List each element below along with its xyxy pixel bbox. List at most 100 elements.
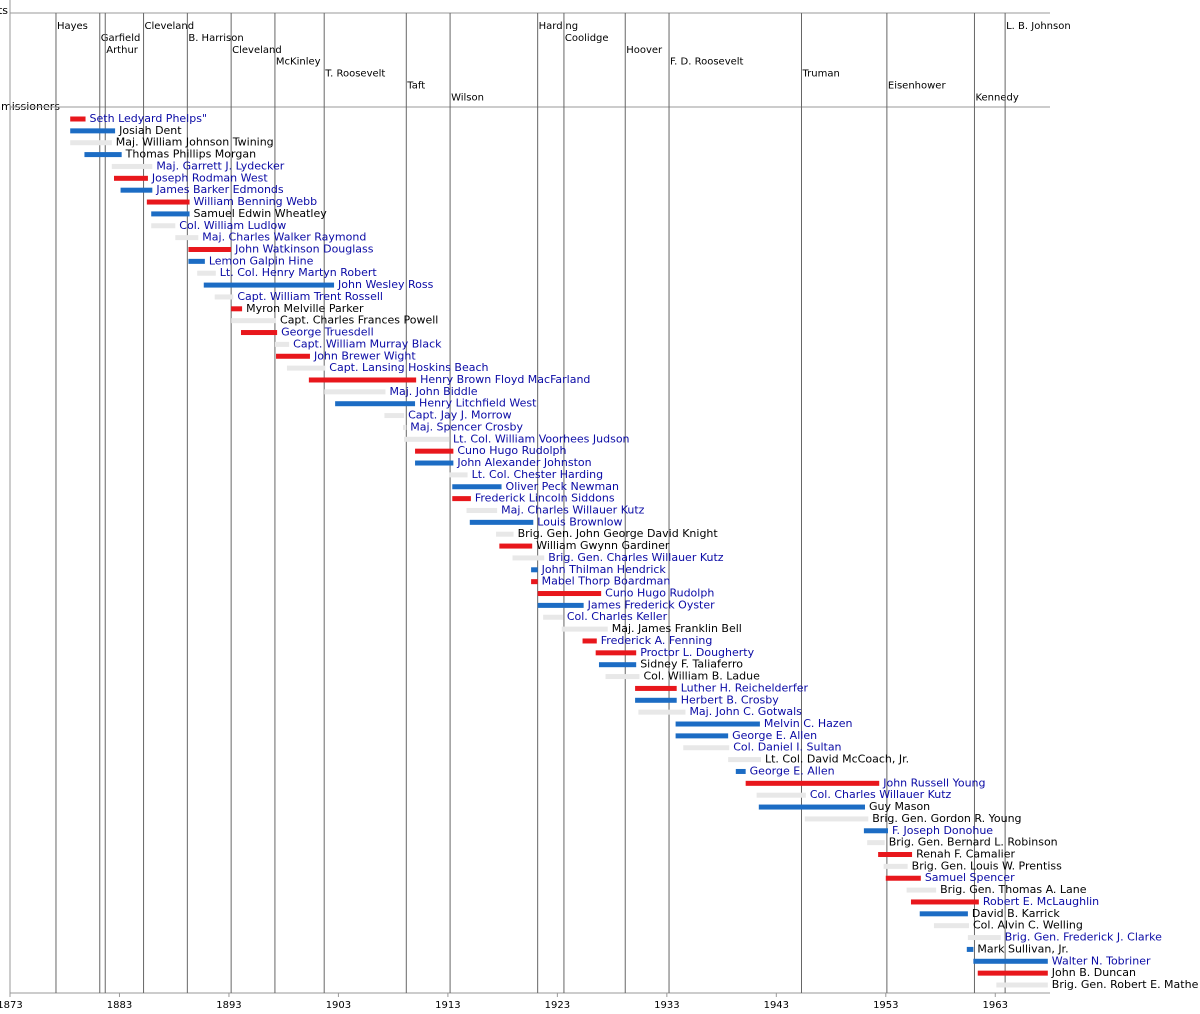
term-bar xyxy=(867,840,885,846)
term-bar xyxy=(966,946,974,952)
term-bar xyxy=(403,424,407,430)
commissioner-name: Sidney F. Taliaferro xyxy=(640,658,743,671)
term-bar xyxy=(151,223,176,229)
president-name: Kennedy xyxy=(975,92,1018,103)
term-bar xyxy=(499,543,533,549)
commissioner-name: Frederick Lincoln Siddons xyxy=(475,492,615,505)
commissioner-name: Col. Charles Willauer Kutz xyxy=(810,788,952,801)
term-bar xyxy=(84,152,122,158)
commissioner-name: Col. Alvin C. Welling xyxy=(973,919,1083,932)
term-bar xyxy=(878,852,913,858)
term-bar xyxy=(214,294,234,300)
commissioner-name: John B. Duncan xyxy=(1051,966,1136,979)
commissioner-name: Maj. James Franklin Bell xyxy=(612,622,742,635)
commissioner-name: Luther H. Reichelderfer xyxy=(681,681,809,694)
term-bar xyxy=(675,733,729,739)
commissioner-name: Maj. Spencer Crosby xyxy=(410,420,523,433)
x-tick-label: 1963 xyxy=(983,1000,1008,1011)
commissioner-name: George Truesdell xyxy=(281,326,374,339)
term-bar xyxy=(582,638,597,644)
term-bar xyxy=(635,685,677,691)
president-heading: Presidents xyxy=(0,4,8,17)
commissioner-name: John Alexander Johnston xyxy=(456,456,591,469)
commissioner-name: John Wesley Ross xyxy=(337,278,434,291)
commissioner-name: Cuno Hugo Rudolph xyxy=(457,444,566,457)
commissioner-name: Seth Ledyard Phelps" xyxy=(90,112,207,125)
commissioner-name: Mabel Thorp Boardman xyxy=(542,575,671,588)
president-name: Arthur xyxy=(106,45,139,56)
term-bar xyxy=(146,199,190,205)
commissioner-name: Capt. William Trent Rossell xyxy=(237,290,383,303)
president-name: B. Harrison xyxy=(188,33,243,44)
term-bar xyxy=(756,792,806,798)
commissioner-name: Capt. Jay J. Morrow xyxy=(408,409,512,422)
commissioner-name: Capt. William Murray Black xyxy=(293,337,442,350)
commissioner-name: Thomas Phillips Morgan xyxy=(125,148,256,161)
term-bar xyxy=(231,306,243,312)
commissioner-name: Lt. Col. William Voorhees Judson xyxy=(453,432,630,445)
commissioner-name: George E. Allen xyxy=(750,764,835,777)
commissioner-name: Henry Brown Floyd MacFarland xyxy=(420,373,590,386)
president-name: Harding xyxy=(539,21,578,32)
term-bar xyxy=(683,745,730,751)
term-bar xyxy=(531,567,538,573)
commissioner-name: Maj. John Biddle xyxy=(389,385,477,398)
commissioner-name: James Frederick Oyster xyxy=(587,598,715,611)
commissioner-name: Brig. Gen. Louis W. Prentiss xyxy=(912,859,1062,872)
term-bar xyxy=(598,662,637,668)
commissioner-name: Lt. Col. David McCoach, Jr. xyxy=(765,753,909,766)
term-bar xyxy=(175,235,199,241)
commissioner-name: Samuel Spencer xyxy=(925,871,1015,884)
president-name: F. D. Roosevelt xyxy=(670,57,744,68)
term-bar xyxy=(745,780,880,786)
term-bar xyxy=(276,353,310,359)
x-tick-label: 1913 xyxy=(435,1000,460,1011)
commissioner-name: Maj. Charles Walker Raymond xyxy=(202,231,366,244)
commissioner-name: Lt. Col. Henry Martyn Robert xyxy=(220,266,378,279)
commissioner-name: Brig. Gen. Robert E. Mathe xyxy=(1052,978,1199,991)
term-bar xyxy=(324,389,386,395)
president-name: L. B. Johnson xyxy=(1006,21,1071,32)
commissioner-name: Brig. Gen. Thomas A. Lane xyxy=(940,883,1087,896)
term-bar xyxy=(512,555,545,561)
president-name: Garfield xyxy=(101,33,141,44)
term-bar xyxy=(335,401,416,407)
term-bar xyxy=(728,757,761,763)
commissioner-name: Brig. Gen. Frederick J. Clarke xyxy=(1005,931,1162,944)
commissioner-name: George E. Allen xyxy=(732,729,817,742)
commissioner-name: Myron Melville Parker xyxy=(246,302,364,315)
term-bar xyxy=(967,935,1001,941)
president-name: Eisenhower xyxy=(888,81,947,92)
commissioner-name: Mark Sullivan, Jr. xyxy=(977,942,1068,955)
term-bar xyxy=(466,507,498,513)
term-bar xyxy=(919,911,968,917)
term-bar xyxy=(675,721,760,727)
term-bar xyxy=(496,531,514,537)
commissioner-name: Maj. William Johnson Twining xyxy=(116,136,274,149)
commissioner-name: Brig. Gen. Bernard L. Robinson xyxy=(889,836,1058,849)
commissioner-name: Melvin C. Hazen xyxy=(764,717,853,730)
commissioner-name: John Brewer Wight xyxy=(313,349,416,362)
commissioner-name: William Benning Webb xyxy=(194,195,318,208)
term-bar xyxy=(910,899,979,905)
commissioner-name: William Gwynn Gardiner xyxy=(536,539,670,552)
term-bar xyxy=(120,187,153,193)
commissioner-name: Capt. Lansing Hoskins Beach xyxy=(329,361,488,374)
term-bar xyxy=(415,448,454,454)
term-bar xyxy=(231,318,277,324)
x-tick-label: 1883 xyxy=(107,1000,132,1011)
term-bar xyxy=(758,804,865,810)
commissioner-name: Lemon Galpin Hine xyxy=(209,254,314,267)
term-bar xyxy=(595,650,637,656)
term-bar xyxy=(863,828,888,834)
term-bar xyxy=(70,140,112,146)
term-bar xyxy=(635,697,677,703)
commissioner-name: Louis Brownlow xyxy=(537,515,622,528)
term-bar xyxy=(308,377,417,383)
president-name: Cleveland xyxy=(232,45,282,56)
x-tick-label: 1933 xyxy=(654,1000,679,1011)
term-bar xyxy=(561,626,608,632)
term-bar xyxy=(885,875,921,881)
term-bar xyxy=(543,614,563,620)
